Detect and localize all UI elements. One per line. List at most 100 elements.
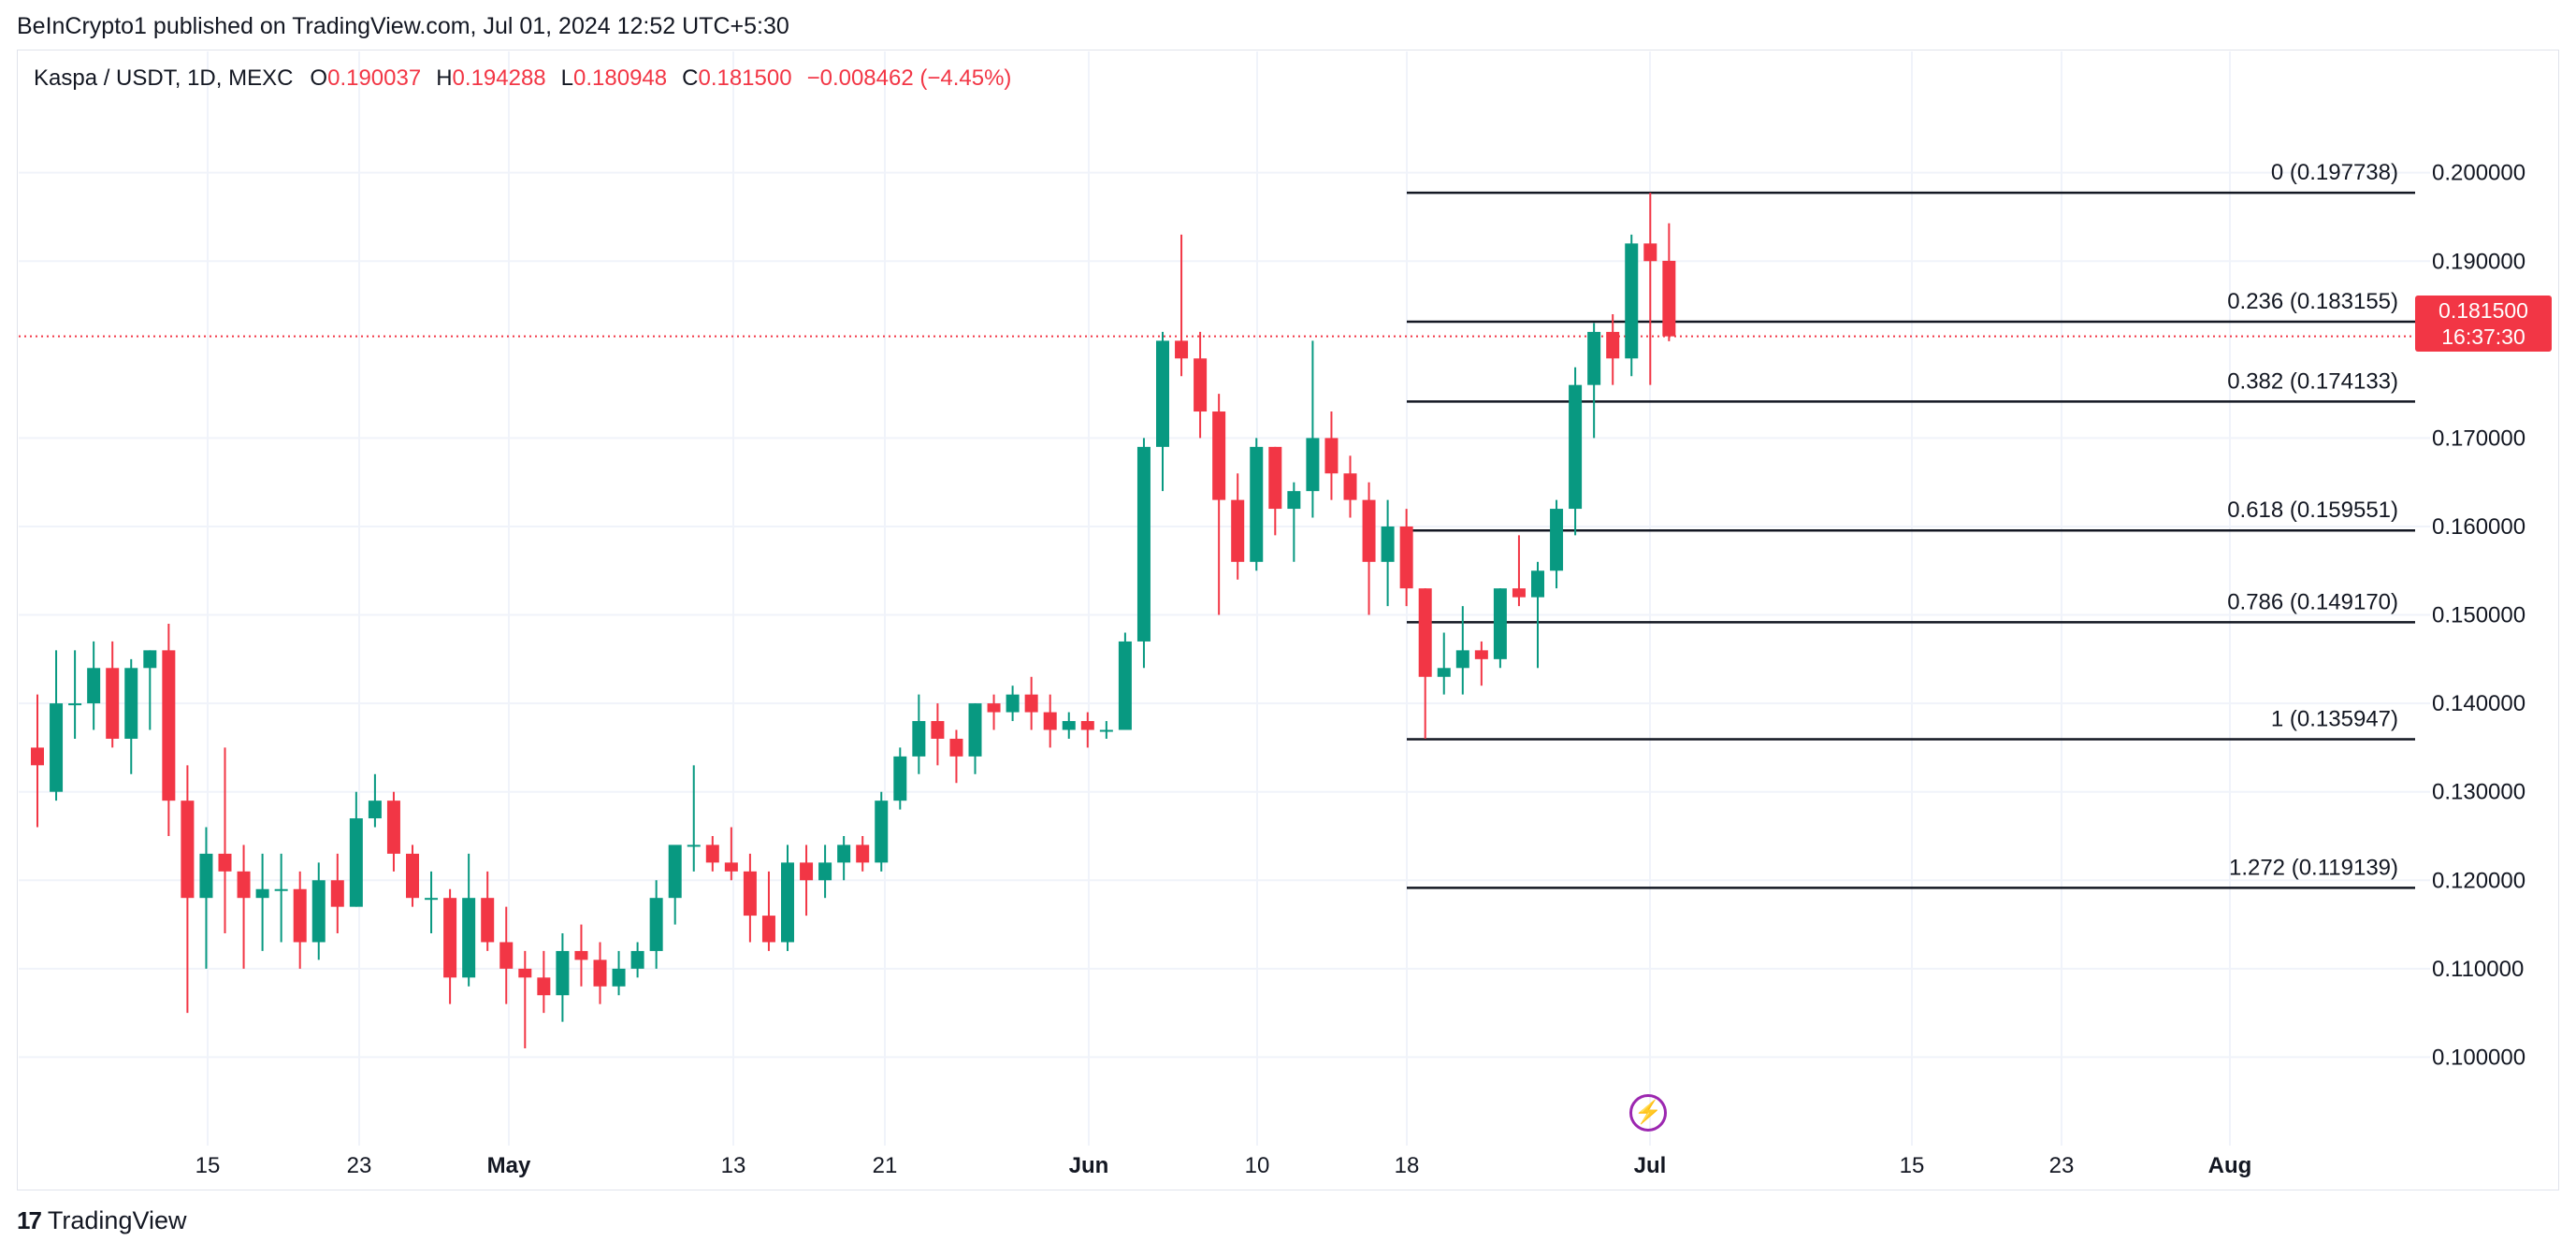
candle-body <box>1175 340 1189 359</box>
time-axis: 15 23 May 13 21 Jun 10 18 Jul 15 23 Aug <box>195 1153 2252 1178</box>
candle-body <box>1512 588 1526 598</box>
candle-body <box>931 721 945 739</box>
tradingview-wordmark: TradingView <box>47 1206 187 1234</box>
candle-body <box>574 950 588 960</box>
x-tick-label: 15 <box>1900 1153 1925 1178</box>
tradingview-mark-icon: 17 <box>17 1206 42 1234</box>
symbol-legend: Kaspa / USDT, 1D, MEXC O 0.190037 H 0.1942… <box>34 65 1011 92</box>
x-tick-label: 13 <box>721 1153 746 1178</box>
candle-body <box>743 871 757 916</box>
candle-body <box>1587 331 1601 385</box>
candle-body <box>518 968 532 978</box>
candle-body <box>1231 499 1245 562</box>
candle-body <box>386 801 400 854</box>
x-tick-label: 18 <box>1395 1153 1420 1178</box>
candle-body <box>1662 260 1676 337</box>
candle-body <box>330 880 344 907</box>
y-tick-label: 0.200000 <box>2432 161 2525 186</box>
open-value: 0.190037 <box>327 65 422 91</box>
fib-level-label: 0 (0.197738) <box>2271 160 2398 185</box>
candle-body <box>1156 340 1169 447</box>
candle-body <box>1606 331 1620 359</box>
x-tick-label: 21 <box>873 1153 898 1178</box>
candle-body <box>1474 650 1488 659</box>
fib-level-label: 0.786 (0.149170) <box>2227 589 2398 614</box>
price-axis: 0.200000 0.190000 0.170000 0.160000 0.150000… <box>2432 161 2525 1071</box>
candle-body <box>181 801 195 899</box>
candle-body <box>556 950 570 996</box>
y-tick-label: 0.160000 <box>2432 514 2525 540</box>
fib-level-label: 1.272 (0.119139) <box>2229 855 2398 880</box>
candle-body <box>1194 358 1208 412</box>
lightning-icon[interactable]: ⚡ <box>1629 1094 1667 1132</box>
candle-body <box>1381 526 1395 562</box>
candle-body <box>968 703 982 757</box>
x-tick-label: 23 <box>2049 1153 2075 1178</box>
candle-body <box>1625 243 1639 359</box>
y-tick-label: 0.130000 <box>2432 780 2525 805</box>
chart-pane[interactable] <box>17 50 2559 1190</box>
x-tick-label: 15 <box>195 1153 221 1178</box>
candle-body <box>406 853 419 899</box>
y-tick-label: 0.110000 <box>2432 957 2524 982</box>
candle-body <box>1006 694 1020 713</box>
candle-body <box>1024 694 1038 713</box>
fib-level-label: 1 (0.135947) <box>2271 706 2398 731</box>
candle-body <box>162 650 176 801</box>
y-tick-label: 0.190000 <box>2432 249 2525 274</box>
close-label: C <box>682 65 699 91</box>
open-label: O <box>310 65 328 91</box>
candle-body <box>274 888 288 891</box>
y-tick-label: 0.120000 <box>2432 868 2525 893</box>
y-tick-label: 0.100000 <box>2432 1045 2525 1070</box>
candle-body <box>893 756 907 801</box>
symbol-name[interactable]: Kaspa / USDT, 1D, MEXC <box>34 65 294 91</box>
candle-body <box>1437 668 1451 677</box>
candle-body <box>443 898 457 978</box>
candle-body <box>311 880 326 943</box>
candle-body <box>1493 588 1507 659</box>
fib-level-label: 0.236 (0.183155) <box>2227 289 2398 314</box>
candle-body <box>87 668 101 704</box>
fib-level-label: 0.618 (0.159551) <box>2227 498 2398 523</box>
x-tick-label: Jul <box>1634 1153 1667 1178</box>
price-change: −0.008462 (−4.45%) <box>806 65 1012 91</box>
y-tick-label: 0.150000 <box>2432 603 2525 628</box>
candle-body <box>649 898 663 951</box>
candle-body <box>1531 570 1544 598</box>
candle-body <box>630 950 644 969</box>
candle-body <box>1062 721 1076 730</box>
candle-body <box>349 818 363 907</box>
last-price-tag: 0.181500 16:37:30 <box>2415 296 2552 352</box>
candle-body <box>1080 721 1094 730</box>
tradingview-logo[interactable]: 17 TradingView <box>17 1206 187 1235</box>
x-tick-label: Jun <box>1069 1153 1109 1178</box>
x-tick-label: 23 <box>347 1153 372 1178</box>
candle-body <box>1455 650 1469 669</box>
candle-body <box>50 703 64 792</box>
candle-body <box>106 668 120 739</box>
y-tick-label: 0.170000 <box>2432 426 2525 451</box>
candle-body <box>987 703 1001 713</box>
candle-body <box>1399 526 1413 589</box>
candle-body <box>1306 438 1320 492</box>
candle-body <box>1136 446 1151 642</box>
candle-body <box>1569 384 1583 510</box>
candles-layer <box>31 193 1676 1048</box>
candle-body <box>1324 438 1339 474</box>
candle-body <box>949 738 963 757</box>
candle-body <box>1118 641 1132 730</box>
x-tick-label: Aug <box>2208 1153 2252 1178</box>
candle-body <box>1250 446 1264 562</box>
candle-body <box>425 898 439 901</box>
fibonacci-retracement: 0 (0.197738) 0.236 (0.183155) 0.382 (0.174… <box>1407 160 2415 889</box>
candle-body <box>1550 509 1564 571</box>
x-tick-label: May <box>487 1153 531 1178</box>
candle-body <box>1362 499 1376 562</box>
candle-body <box>1043 712 1057 730</box>
last-price-value: 0.181500 <box>2439 298 2528 323</box>
candle-body <box>781 862 794 943</box>
candle-body <box>818 862 832 881</box>
candle-body <box>237 871 251 899</box>
